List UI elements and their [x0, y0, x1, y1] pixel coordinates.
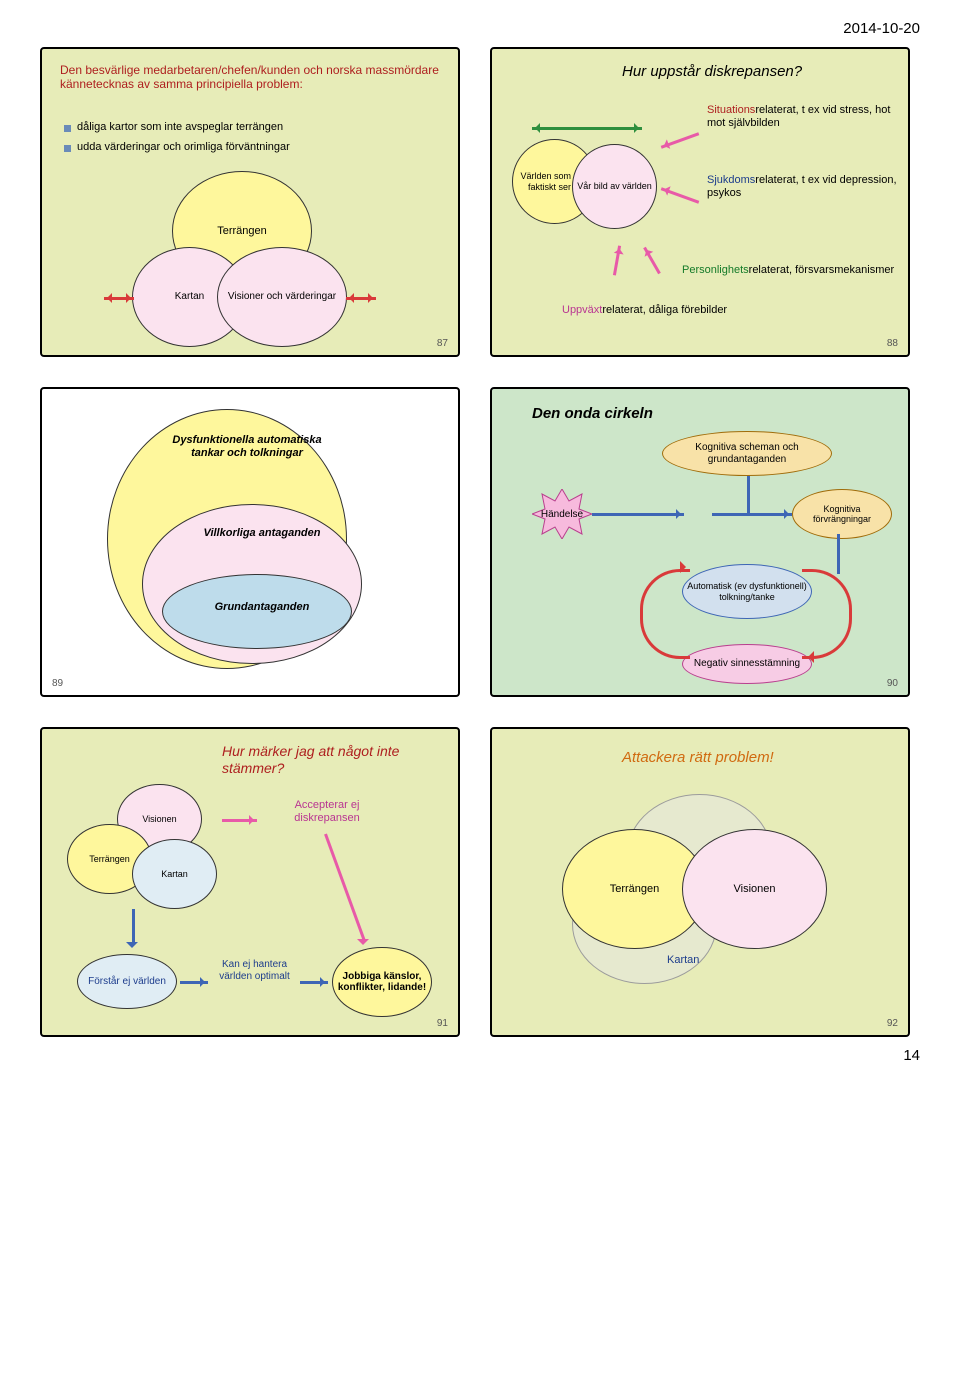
cycle-arc	[802, 569, 852, 659]
page-num: 88	[887, 338, 898, 349]
line	[747, 476, 750, 516]
kartan-label: Kartan	[667, 954, 699, 967]
arrow-icon	[300, 981, 328, 984]
page-num: 92	[887, 1018, 898, 1029]
slide-90: Den onda cirkeln Kognitiva scheman och g…	[490, 387, 910, 697]
accept-label: Accepterar ej diskrepansen	[267, 799, 387, 825]
arrow-icon	[712, 513, 792, 516]
kog-schema-label: Kognitiva scheman och grundantaganden	[667, 442, 827, 465]
visionen-label: Visionen	[142, 814, 176, 824]
line	[324, 833, 366, 942]
page-num: 87	[437, 338, 448, 349]
slide-grid: Den besvärlige medarbetaren/chefen/kunde…	[40, 47, 920, 1037]
arrow-icon	[661, 132, 700, 148]
slide-91: Hur märker jag att något inte stämmer? V…	[40, 727, 460, 1037]
auto-label: Automatisk (ev dysfunktionell) tolkning/…	[687, 581, 807, 602]
terrangen-label: Terrängen	[610, 883, 660, 896]
arrow-icon	[346, 297, 376, 300]
villkor-label: Villkorliga antaganden	[182, 527, 342, 540]
kartan-label: Kartan	[161, 869, 188, 879]
arrow-icon	[592, 513, 684, 516]
slide87-bullet1: dåliga kartor som inte avspeglar terräng…	[64, 121, 434, 133]
cycle-arc	[640, 569, 690, 659]
neg-label: Negativ sinnesstämning	[694, 658, 800, 670]
kog-forv-label: Kognitiva förvrängningar	[797, 504, 887, 525]
arrowhead-icon	[126, 942, 138, 954]
upv-text: Uppväxtrelaterat, dåliga förebilder	[562, 304, 902, 317]
arrow-icon	[222, 819, 257, 822]
slide-92: Attackera rätt problem! Terrängen Vision…	[490, 727, 910, 1037]
arrow-icon	[643, 247, 661, 274]
slide87-bullet2: udda värderingar och orimliga förväntnin…	[64, 141, 434, 153]
page-num: 90	[887, 678, 898, 689]
handelse-star: Händelse	[532, 489, 592, 539]
arrowhead-icon	[357, 939, 369, 951]
slide-87: Den besvärlige medarbetaren/chefen/kunde…	[40, 47, 460, 357]
page-num: 89	[52, 678, 63, 689]
visionen-label: Visionen	[734, 883, 776, 896]
arrow-icon	[180, 981, 208, 984]
slide-89: Dysfunktionella automatiska tankar och t…	[40, 387, 460, 697]
situ-text: Situationsrelaterat, t ex vid stress, ho…	[707, 104, 907, 130]
line	[837, 534, 840, 574]
slide87-title: Den besvärlige medarbetaren/chefen/kunde…	[60, 63, 440, 92]
slide90-title: Den onda cirkeln	[532, 405, 653, 423]
visioner-label: Visioner och värderingar	[228, 291, 336, 303]
page-number: 14	[40, 1047, 920, 1064]
page: 2014-10-20 Den besvärlige medarbetaren/c…	[0, 0, 960, 1094]
terrangen-label: Terrängen	[217, 225, 267, 238]
kanejh-label: Kan ej hantera världen optimalt	[212, 959, 297, 983]
header-date: 2014-10-20	[40, 20, 920, 37]
sjuk-text: Sjukdomsrelaterat, t ex vid depression, …	[707, 174, 907, 200]
kartan-label: Kartan	[175, 291, 204, 303]
slide-88: Hur uppstår diskrepansen? Världen som de…	[490, 47, 910, 357]
arrow-icon	[532, 127, 642, 130]
dys-label: Dysfunktionella automatiska tankar och t…	[167, 434, 327, 460]
terrangen-label: Terrängen	[89, 854, 130, 864]
arrow-icon	[661, 187, 700, 203]
slide88-title: Hur uppstår diskrepansen?	[622, 63, 902, 81]
slide92-title: Attackera rätt problem!	[622, 749, 882, 767]
jobbiga-label: Jobbiga känslor, konflikter, lidande!	[337, 971, 427, 994]
pers-text: Personlighetsrelaterat, försvarsmekanism…	[682, 264, 902, 277]
arrowhead-icon	[802, 651, 814, 663]
page-num: 91	[437, 1018, 448, 1029]
arrowhead-icon	[680, 561, 692, 573]
grund-label: Grundantaganden	[197, 601, 327, 614]
ourpic-label: Vår bild av världen	[577, 181, 652, 191]
forstar-label: Förstår ej världen	[88, 976, 166, 988]
arrow-icon	[104, 297, 134, 300]
arrow-icon	[613, 245, 621, 275]
line	[132, 909, 135, 944]
slide91-title: Hur märker jag att något inte stämmer?	[222, 743, 442, 777]
